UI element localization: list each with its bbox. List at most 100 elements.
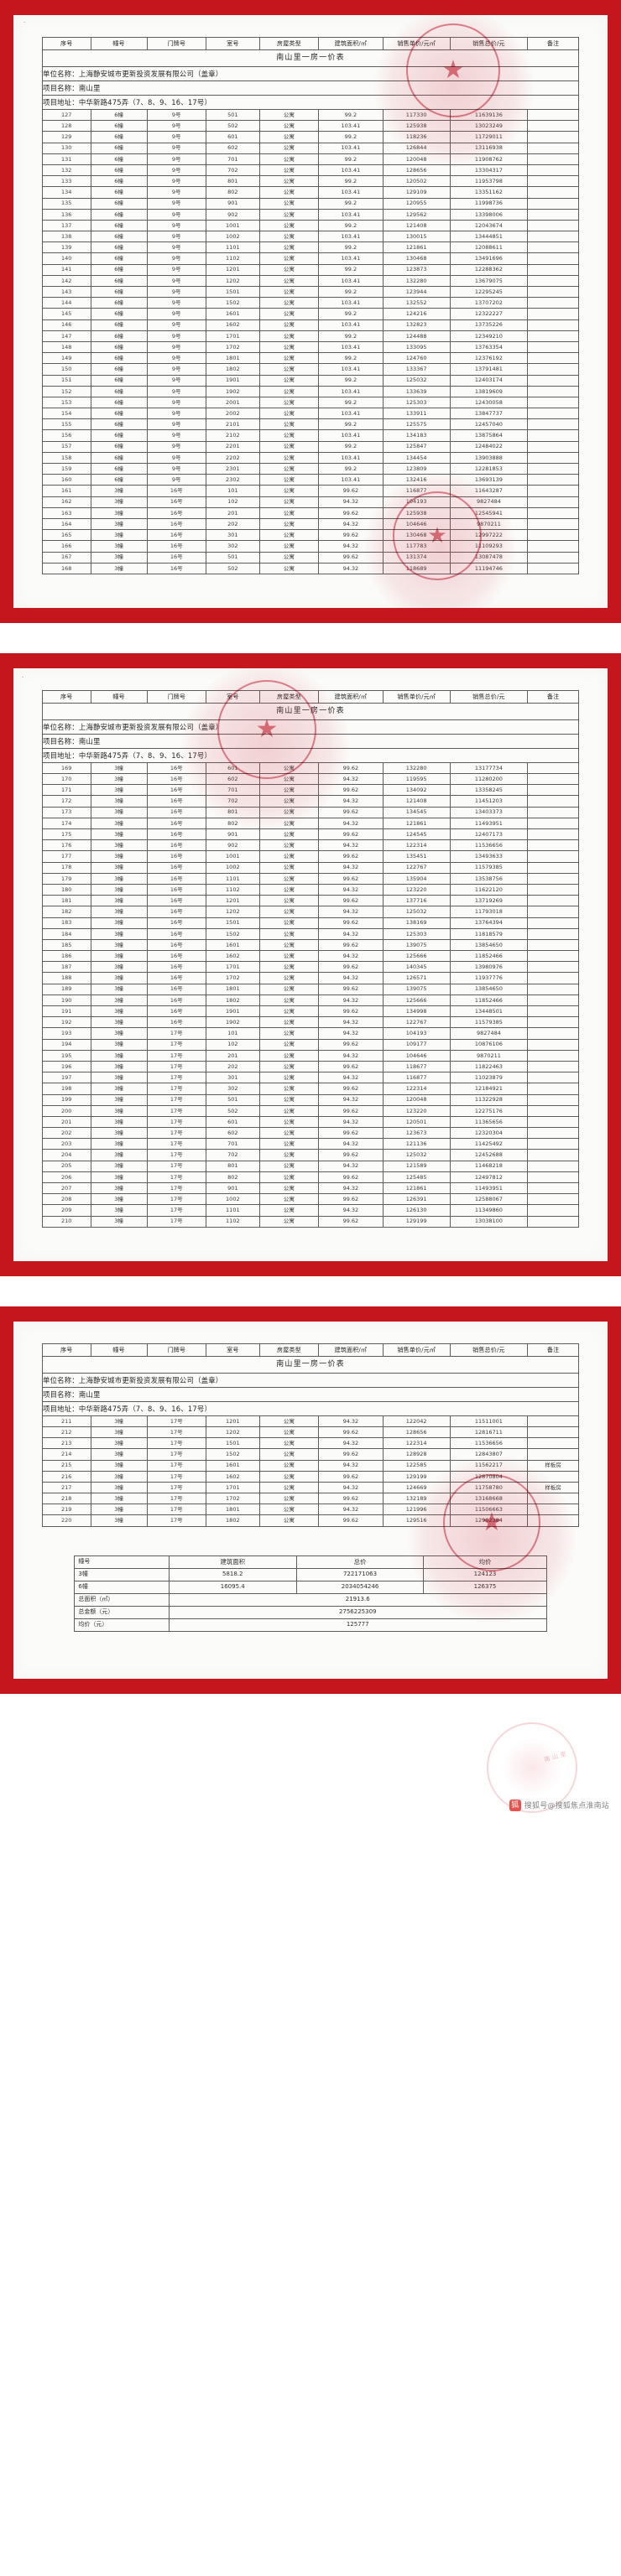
cell-door: 16号 xyxy=(146,883,206,896)
cell-door: 16号 xyxy=(146,895,206,907)
cell-index: 193 xyxy=(42,1027,91,1040)
cell-total-price: 11425492 xyxy=(449,1138,529,1150)
cell-area: 94.32 xyxy=(318,1459,384,1472)
cell-area: 94.32 xyxy=(318,839,384,852)
cell-room: 1101 xyxy=(205,242,260,254)
cell-room: 802 xyxy=(205,1171,260,1184)
cell-note xyxy=(527,917,579,929)
cell-building: 6幢 xyxy=(90,175,148,188)
cell-room: 602 xyxy=(205,773,260,786)
price-table-page-1: 南山里一房一价表 单位名称：上海静安城市更新投资发展有限公司（盖章） 项目名称：… xyxy=(42,37,579,574)
cell-index: 148 xyxy=(42,340,91,354)
cell-building: 3幢 xyxy=(90,906,148,918)
cell-unit-price: 120955 xyxy=(382,197,451,210)
cell-building: 6幢 xyxy=(90,330,148,342)
cell-index: 209 xyxy=(42,1204,91,1217)
cell-room: 702 xyxy=(205,795,260,808)
cell-building: 3幢 xyxy=(90,1072,148,1084)
cell-note xyxy=(527,1415,579,1427)
cell-type: 公寓 xyxy=(258,1027,320,1040)
document-title: 南山里一房一价表 xyxy=(42,702,579,720)
cell-unit-price: 132280 xyxy=(382,274,451,288)
cell-note xyxy=(527,895,579,907)
cell-note xyxy=(527,1193,579,1206)
summary-area: 5818.2 xyxy=(168,1567,297,1581)
summary-building: 6幢 xyxy=(74,1580,170,1594)
cell-area: 94.32 xyxy=(318,562,384,574)
cell-door: 9号 xyxy=(146,297,206,309)
table-row: 200 3幢 17号 502 公寓 99.62 123220 12275176 xyxy=(42,1104,579,1117)
cell-area: 103.41 xyxy=(318,340,384,354)
cell-type: 公寓 xyxy=(258,197,320,210)
cell-building: 6幢 xyxy=(90,319,148,331)
project-address-row: 项目地址：中华新路475弄（7、8、9、16、17号） xyxy=(42,747,579,763)
cell-unit-price: 134998 xyxy=(382,1005,451,1018)
cell-total-price: 13764394 xyxy=(449,917,529,929)
summary-avg: 126375 xyxy=(423,1580,547,1594)
cell-area: 103.41 xyxy=(318,385,384,397)
cell-type: 公寓 xyxy=(258,938,320,952)
cell-unit-price: 129109 xyxy=(382,186,451,199)
cell-index: 215 xyxy=(42,1459,91,1472)
cell-building: 6幢 xyxy=(90,451,148,465)
cell-room: 1901 xyxy=(205,1005,260,1018)
cell-area: 99.2 xyxy=(318,440,384,453)
cell-room: 1101 xyxy=(205,1204,260,1217)
column-header-row-2: 序号 幢号 门牌号 室号 房屋类型 建筑面积/㎡ 销售单价/元㎡ 销售总价/元 … xyxy=(42,689,579,704)
cell-unit-price: 139075 xyxy=(382,938,451,952)
table-row: 179 3幢 16号 1101 公寓 99.62 135904 13538756 xyxy=(42,872,579,885)
cell-unit-price: 124760 xyxy=(382,352,451,365)
cell-unit-price: 128656 xyxy=(382,164,451,177)
cell-building: 3幢 xyxy=(90,1127,148,1140)
cell-building: 3幢 xyxy=(90,938,148,952)
cell-total-price: 11639136 xyxy=(449,108,529,122)
table-row: 211 3幢 17号 1201 公寓 94.32 122042 11511001 xyxy=(42,1415,579,1427)
cell-room: 301 xyxy=(205,1072,260,1084)
cell-building: 3幢 xyxy=(90,1038,148,1051)
document-title-row: 南山里一房一价表 xyxy=(42,49,579,67)
cell-total-price: 11908762 xyxy=(449,153,529,165)
cell-door: 16号 xyxy=(146,551,206,564)
summary-row: 3幢 5818.2 722171063 124123 xyxy=(74,1567,547,1581)
cell-total-price: 11758780 xyxy=(449,1481,529,1494)
cell-building: 3幢 xyxy=(90,1470,148,1483)
cell-unit-price: 125032 xyxy=(382,1149,451,1161)
cell-type: 公寓 xyxy=(258,861,320,874)
cell-door: 16号 xyxy=(146,795,206,808)
table-row: 178 3幢 16号 1002 公寓 94.32 122767 11579385 xyxy=(42,861,579,874)
cell-index: 134 xyxy=(42,186,91,199)
cell-area: 94.32 xyxy=(318,496,384,508)
cell-door: 9号 xyxy=(146,440,206,453)
cell-type: 公寓 xyxy=(258,153,320,165)
cell-room: 602 xyxy=(205,142,260,154)
cell-door: 9号 xyxy=(146,120,206,132)
table-row: 155 6幢 9号 2101 公寓 99.2 125575 12457040 xyxy=(42,418,579,431)
cell-index: 173 xyxy=(42,806,91,818)
cell-note xyxy=(527,950,579,963)
cell-building: 6幢 xyxy=(90,440,148,453)
cell-note xyxy=(527,1049,579,1062)
cell-door: 9号 xyxy=(146,274,206,288)
cell-area: 99.62 xyxy=(318,983,384,995)
cell-note xyxy=(527,1171,579,1184)
cell-area: 103.41 xyxy=(318,274,384,288)
cell-room: 301 xyxy=(205,529,260,542)
cell-note xyxy=(527,1072,579,1084)
cell-total-price: 13023249 xyxy=(449,120,529,132)
table-row: 175 3幢 16号 901 公寓 99.62 124545 12407173 xyxy=(42,828,579,841)
cell-unit-price: 124545 xyxy=(382,828,451,841)
cell-building: 3幢 xyxy=(90,1160,148,1172)
cell-type: 公寓 xyxy=(258,440,320,453)
table-row: 157 6幢 9号 2201 公寓 99.2 125847 12484022 xyxy=(42,440,579,453)
cell-building: 3幢 xyxy=(90,1083,148,1095)
table-row: 145 6幢 9号 1601 公寓 99.2 124216 12322227 xyxy=(42,308,579,320)
cell-total-price: 13444851 xyxy=(449,231,529,243)
cell-area: 99.62 xyxy=(318,1127,384,1140)
cell-room: 802 xyxy=(205,186,260,199)
cell-note xyxy=(527,938,579,952)
cell-total-price: 12403174 xyxy=(449,374,529,387)
cell-note xyxy=(527,1426,579,1439)
cell-room: 2302 xyxy=(205,474,260,486)
cell-note xyxy=(527,806,579,818)
cell-type: 公寓 xyxy=(258,219,320,232)
